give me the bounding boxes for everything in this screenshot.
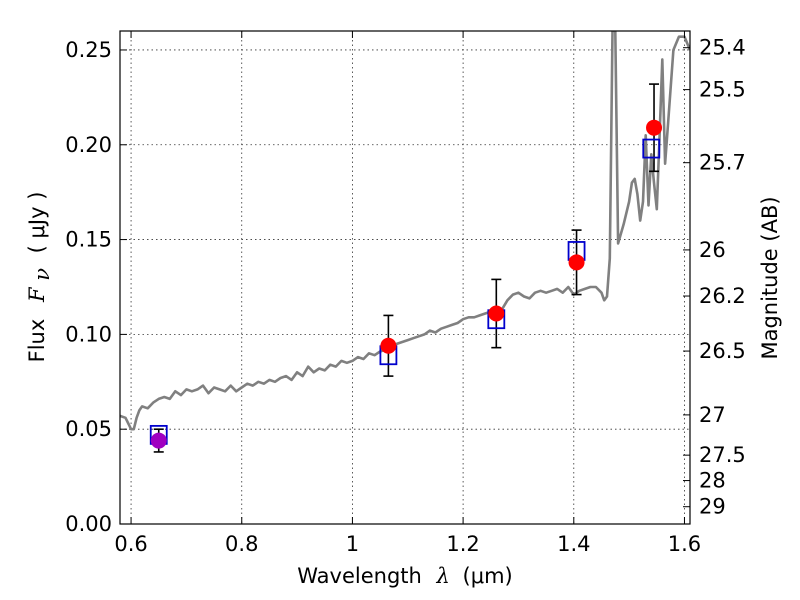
x-tick-label: 1.4 xyxy=(557,532,590,556)
y-axis-unit: ( μJy ) xyxy=(25,192,49,254)
y-tick-label: 0.05 xyxy=(65,417,112,441)
y-tick-label: 0.20 xyxy=(65,133,112,157)
y2-tick-label: 25.4 xyxy=(699,36,746,60)
y2-tick-label: 26.5 xyxy=(699,339,746,363)
observed-point xyxy=(568,254,585,271)
y-tick-label: 0.00 xyxy=(65,512,112,536)
model-photometry-square xyxy=(642,138,661,159)
spectrum-line xyxy=(120,31,690,431)
x-tick-label: 1.2 xyxy=(446,532,479,556)
y2-tick-label: 25.5 xyxy=(699,78,746,102)
x-ticks: 0.6 0.8 1 1.2 1.4 1.6 xyxy=(114,31,701,556)
plot-frame xyxy=(119,30,691,525)
x-tick-label: 0.8 xyxy=(225,532,258,556)
y2-tick-label: 28 xyxy=(699,469,726,493)
y2-tick-label: 25.7 xyxy=(699,151,746,175)
y2-tick-label: 27.5 xyxy=(699,443,746,467)
y-ticks: 0.00 0.05 0.10 0.15 0.20 0.25 xyxy=(65,38,127,536)
y-axis-symbol: F xyxy=(25,286,49,303)
y-tick-label: 0.25 xyxy=(65,38,112,62)
x-axis-unit: (μm) xyxy=(463,564,513,588)
x-tick-label: 1.6 xyxy=(668,532,701,556)
grid xyxy=(120,31,690,525)
observed-point xyxy=(646,119,663,136)
x-axis-symbol: λ xyxy=(436,564,450,588)
x-axis-label: Wavelength λ (μm) xyxy=(297,564,512,588)
x-tick-label: 0.6 xyxy=(114,532,147,556)
errorbar-layer xyxy=(153,83,660,453)
observed-point xyxy=(380,337,397,354)
y2-tick-label: 26 xyxy=(699,238,726,262)
x-tick-label: 1 xyxy=(346,532,359,556)
y-axis-subscript: ν xyxy=(30,268,54,281)
x-axis-label-text: Wavelength xyxy=(297,564,422,588)
y2-axis-label: Magnitude (AB) xyxy=(758,196,782,359)
y-tick-label: 0.10 xyxy=(65,322,112,346)
y-axis-label-text: Flux xyxy=(25,319,49,363)
y2-tick-label: 29 xyxy=(699,495,726,519)
y2-tick-label: 26.2 xyxy=(699,284,746,308)
y-axis-label: Flux F ν ( μJy ) xyxy=(25,192,54,363)
model-photometry-layer xyxy=(149,138,661,445)
observed-point xyxy=(488,305,505,322)
y-tick-label: 0.15 xyxy=(65,228,112,252)
observed-points-layer xyxy=(150,119,663,449)
spectrum-layer xyxy=(120,31,690,431)
observed-point xyxy=(150,432,167,449)
y2-tick-label: 27 xyxy=(699,403,726,427)
